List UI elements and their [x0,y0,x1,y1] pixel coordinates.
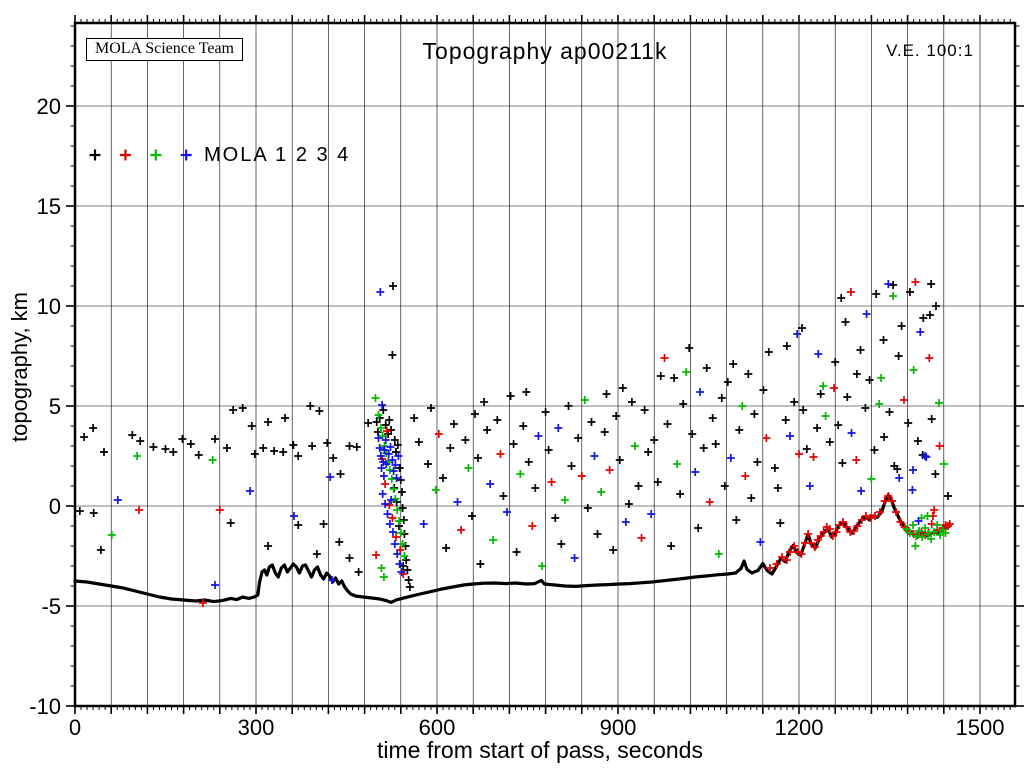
x-tick-label: 1500 [956,715,1005,740]
x-tick-label: 300 [238,715,275,740]
y-tick-label: -10 [29,694,61,719]
x-tick-label: 600 [419,715,456,740]
y-tick-label: 10 [37,294,61,319]
scatter-mola-4 [113,280,931,589]
axis-ticks [66,15,1024,714]
legend-marker-mola-4 [180,149,192,161]
chart-title: Topography ap00211k [422,38,668,64]
y-tick-label: 0 [49,494,61,519]
legend-marker-mola-3 [150,149,162,161]
legend-marker-mola-2 [119,149,131,161]
x-axis-label: time from start of pass, seconds [377,737,703,763]
y-tick-label: 5 [49,394,61,419]
x-tick-label: 0 [69,715,81,740]
y-tick-label: 20 [37,94,61,119]
scatter-mola-3 [107,292,950,581]
track-profile-line [73,493,951,605]
legend-label: MOLA 1 2 3 4 [204,144,351,166]
vertical-exaggeration-label: V.E. 100:1 [886,41,974,60]
y-tick-label: -5 [41,594,61,619]
y-axis-label: topography, km [7,291,32,443]
x-tick-label: 900 [600,715,637,740]
y-tick-label: 15 [37,194,61,219]
x-tick-label: 1200 [775,715,824,740]
legend-marker-mola-1 [89,149,101,161]
tick-labels: 0 300 600 900 1200 1500 -10 -5 0 5 10 15 20 [29,94,1004,740]
mola-science-team-box: MOLA Science Team [86,38,243,61]
scatter-mola-1 [75,280,952,591]
gridlines [75,23,1015,706]
plot-frame [73,21,1017,708]
